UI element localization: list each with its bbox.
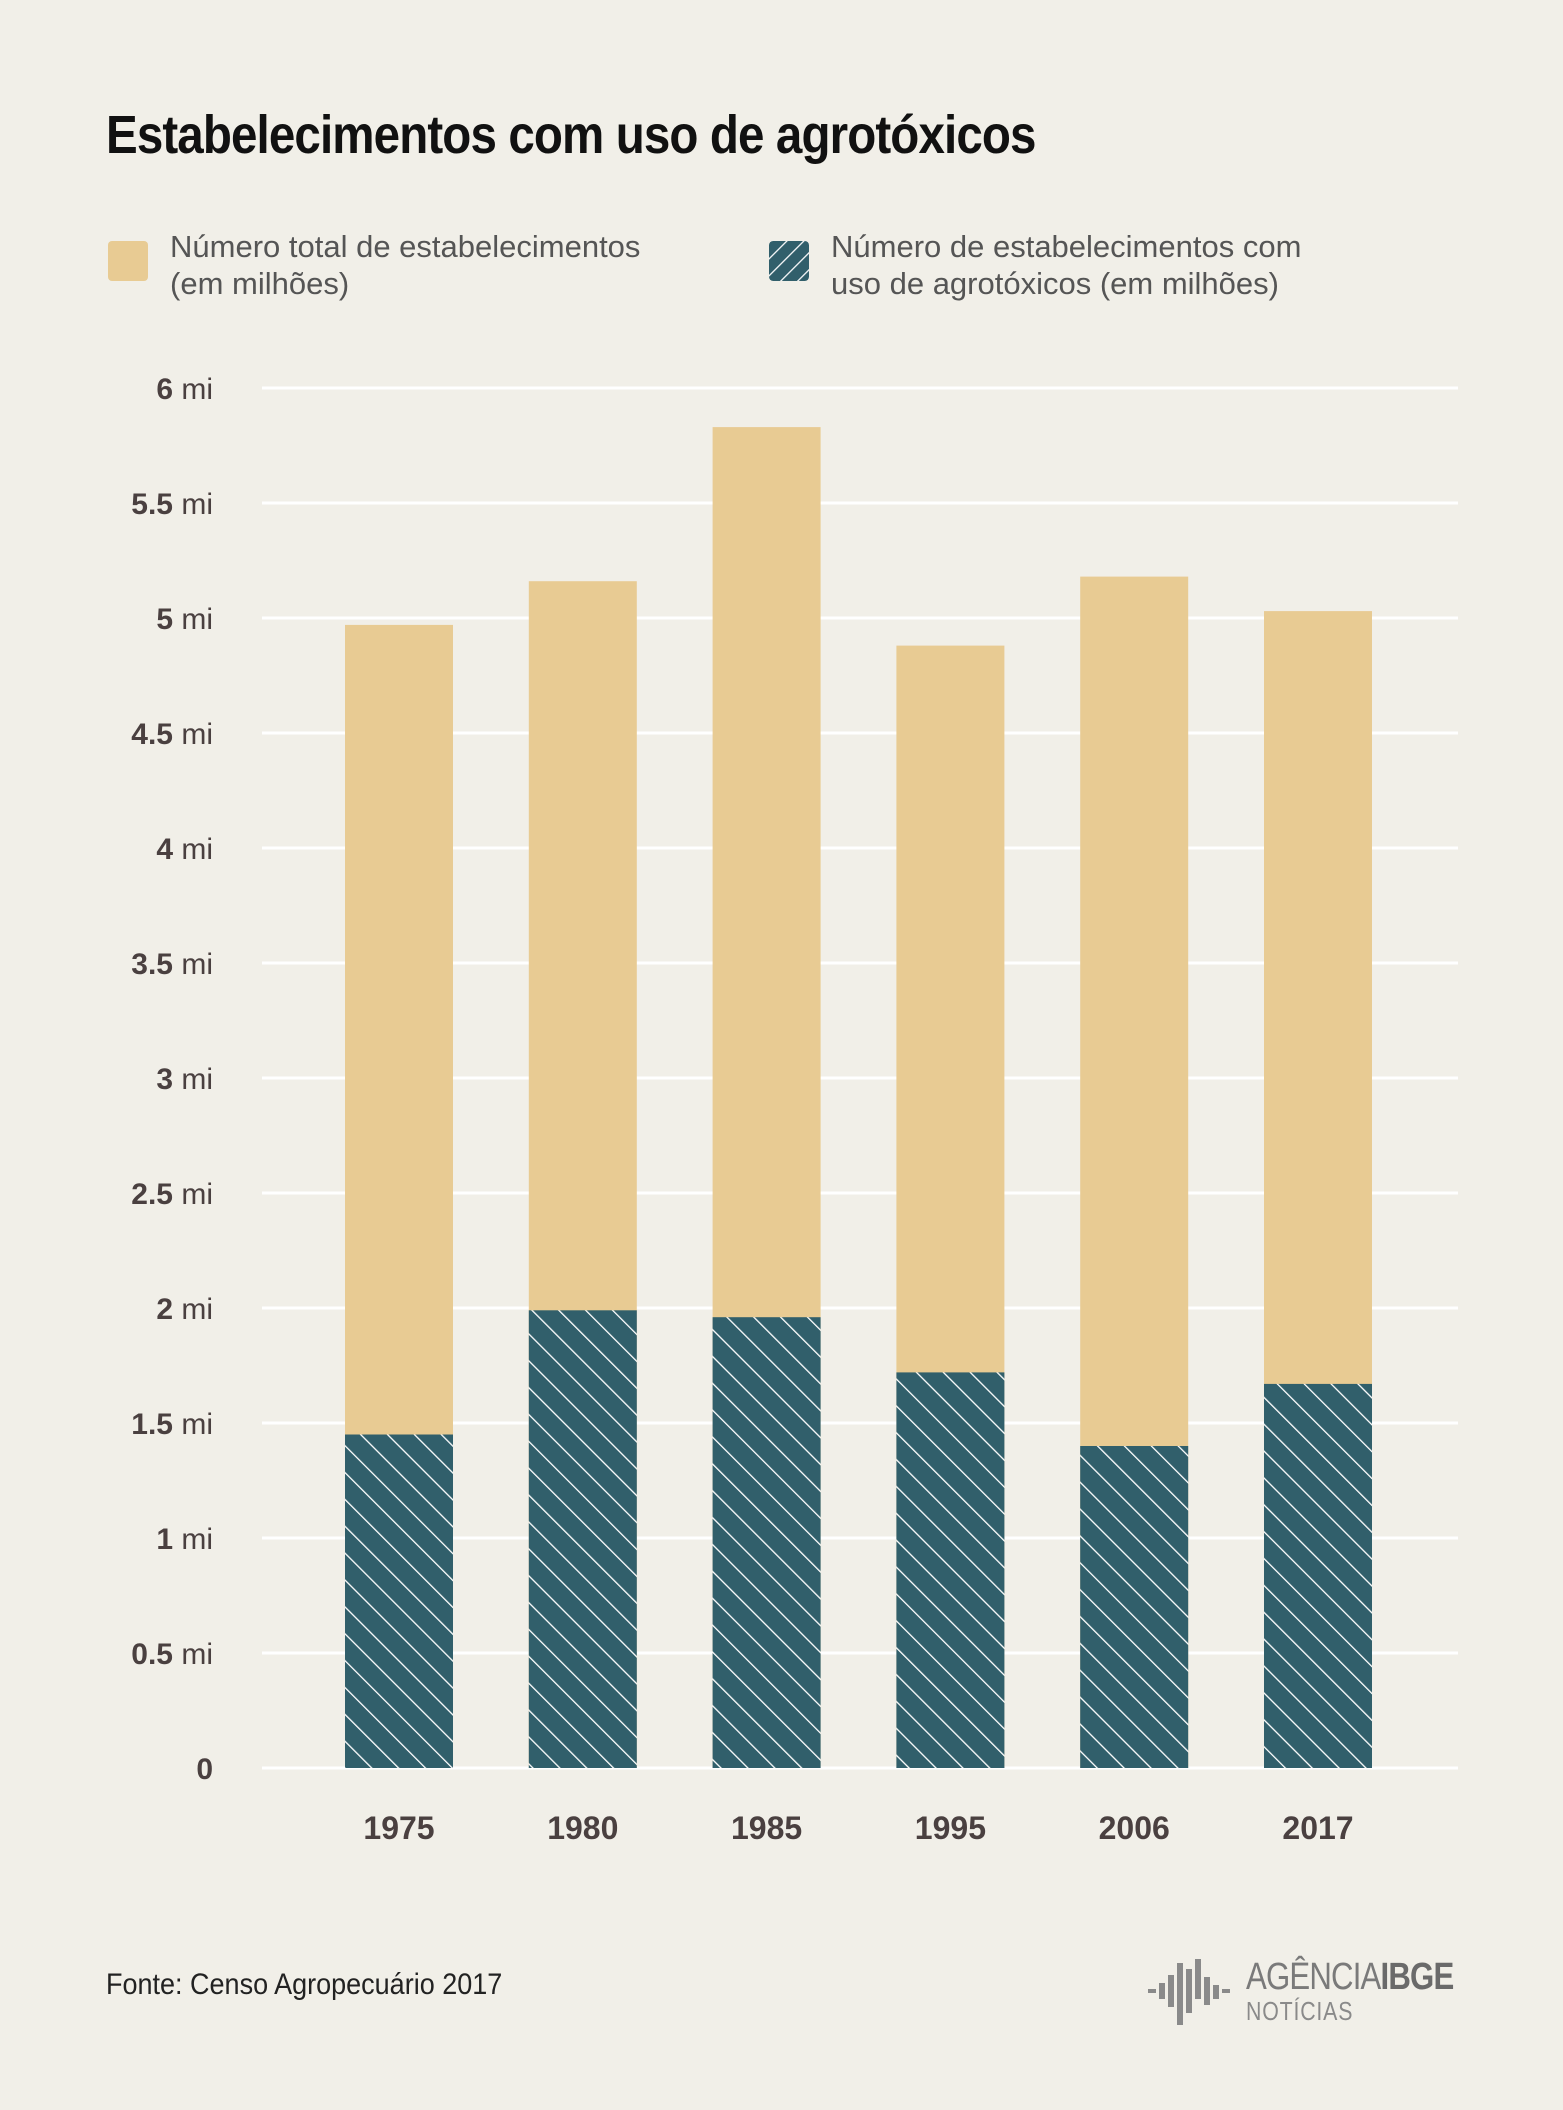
- legend-label-total: Número total de estabelecimentos (em mil…: [170, 229, 641, 301]
- bar-agro-1995: [896, 1372, 1005, 1768]
- legend-swatch-agro: [769, 241, 809, 281]
- logo-text-ibge: IBGE: [1380, 1956, 1455, 1998]
- legend-item-agro: Número de estabelecimentos com uso de ag…: [769, 228, 1351, 302]
- y-tick-label: 1.5 mi: [131, 1408, 213, 1441]
- bar-chart: 0 0.5 mi 1 mi 1.5 mi 2 mi 2.5 mi 3 mi 3.5 mi 4 m…: [131, 373, 1458, 1846]
- ibge-logo-icon: [1148, 1959, 1230, 2025]
- x-tick-label: 1980: [547, 1810, 618, 1846]
- y-tick-label: 3.5 mi: [131, 948, 213, 981]
- chart-title: Estabelecimentos com uso de agrotóxicos: [106, 105, 1036, 165]
- y-axis-ticks: 0 0.5 mi 1 mi 1.5 mi 2 mi 2.5 mi 3 mi 3.5 mi 4 m…: [131, 373, 213, 1786]
- gridlines: [262, 386, 1458, 1770]
- legend-label-agro: Número de estabelecimentos com uso de ag…: [831, 229, 1302, 301]
- x-tick-label: 2017: [1282, 1810, 1353, 1846]
- y-tick-label: 3 mi: [156, 1063, 213, 1096]
- y-tick-label: 4.5 mi: [131, 718, 213, 751]
- y-tick-label: 0.5 mi: [131, 1638, 213, 1671]
- x-tick-label: 1995: [915, 1810, 986, 1846]
- logo-text-agencia: AGÊNCIA: [1246, 1956, 1381, 1998]
- y-tick-label: 2 mi: [156, 1293, 213, 1326]
- bar-agro-2017: [1264, 1383, 1372, 1768]
- agencia-ibge-logo: AGÊNCIAIBGE NOTÍCIAS: [1148, 1955, 1499, 2027]
- y-tick-label: 5 mi: [156, 603, 213, 636]
- legend-item-total: Número total de estabelecimentos (em mil…: [108, 228, 690, 302]
- y-tick-label: 4 mi: [156, 833, 213, 866]
- bar-agro-2006: [1080, 1446, 1189, 1768]
- y-tick-label: 5.5 mi: [131, 488, 213, 521]
- x-tick-label: 1985: [731, 1810, 802, 1846]
- x-axis-ticks: 1975 1980 1985 1995 2006 2017: [363, 1810, 1353, 1846]
- bar-agro-1985: [712, 1317, 821, 1768]
- y-tick-label: 0: [196, 1753, 213, 1786]
- x-tick-label: 1975: [363, 1810, 434, 1846]
- y-tick-label: 6 mi: [156, 373, 213, 406]
- bar-agro-1975: [345, 1434, 453, 1768]
- source-note: Fonte: Censo Agropecuário 2017: [106, 1968, 503, 2001]
- bar-agro-1980: [528, 1310, 637, 1768]
- logo-text-noticias: NOTÍCIAS: [1246, 1996, 1354, 2026]
- legend-swatch-total: [108, 241, 148, 281]
- y-tick-label: 1 mi: [156, 1523, 213, 1556]
- x-tick-label: 2006: [1099, 1810, 1170, 1846]
- bars: [345, 427, 1372, 1769]
- y-tick-label: 2.5 mi: [131, 1178, 213, 1211]
